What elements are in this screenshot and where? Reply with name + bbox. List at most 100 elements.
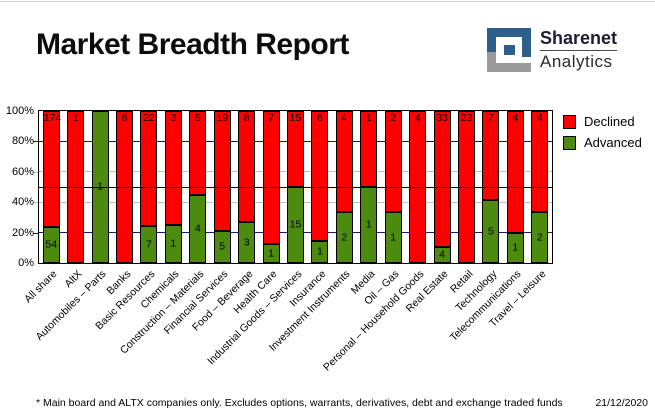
advanced-value-label: 1 xyxy=(365,218,372,231)
declined-value-label: 7 xyxy=(268,112,274,124)
declined-swatch xyxy=(563,114,576,129)
advanced-bar-segment: 7 xyxy=(140,226,158,263)
page-title: Market Breadth Report xyxy=(36,28,349,61)
advanced-value-label: 5 xyxy=(488,225,494,237)
declined-value-label: 8 xyxy=(243,112,250,124)
advanced-value-label: 15 xyxy=(289,218,302,231)
advanced-value-label: 1 xyxy=(317,245,323,258)
y-tick-label-80: 80% xyxy=(11,135,34,148)
logo-line-analytics: Analytics xyxy=(540,52,613,71)
window-top-border xyxy=(0,1,655,2)
advanced-bar-segment: 1 xyxy=(360,187,378,263)
declined-bar-segment: 22 xyxy=(140,111,158,226)
bar-group: 174 54 xyxy=(42,111,62,263)
legend: Declined Advanced xyxy=(563,114,642,156)
advanced-value-label: 1 xyxy=(170,237,177,250)
sharenet-logo-icon xyxy=(487,28,531,72)
advanced-bar-segment: 1 xyxy=(384,212,402,263)
footer-date: 21/12/2020 xyxy=(595,397,648,409)
declined-value-label: 7 xyxy=(488,112,494,124)
advanced-value-label: 2 xyxy=(341,231,348,243)
declined-bar-segment: 33 xyxy=(433,111,451,247)
declined-value-label: 5 xyxy=(194,112,201,124)
y-tick-60 xyxy=(33,171,38,173)
declined-bar-segment: 6 xyxy=(311,111,329,241)
advanced-bar-segment: 2 xyxy=(531,212,549,263)
y-tick-label-100: 100% xyxy=(5,105,34,117)
reference-line-50 xyxy=(39,186,552,188)
declined-value-label: 2 xyxy=(390,112,397,124)
advanced-value-label: 1 xyxy=(390,231,397,243)
declined-bar-segment: 7 xyxy=(482,111,500,200)
advanced-bar-segment: 4 xyxy=(189,195,207,263)
advanced-value-label: 7 xyxy=(146,238,152,250)
legend-label-declined: Declined xyxy=(584,114,635,129)
y-tick-40 xyxy=(33,202,38,204)
declined-bar-segment: 2 xyxy=(384,111,402,212)
sharenet-logo: Sharenet Analytics xyxy=(487,28,618,72)
advanced-bar-segment: 5 xyxy=(213,231,231,263)
advanced-bar-segment: 1 xyxy=(262,244,280,263)
declined-value-label: 22 xyxy=(143,112,155,124)
declined-value-label: 4 xyxy=(512,112,519,124)
declined-bar-segment: 4 xyxy=(335,111,353,212)
advanced-bar-segment: 2 xyxy=(335,212,353,263)
bar-group: 33 4 xyxy=(433,111,451,263)
advanced-bar-segment: 5 xyxy=(482,200,500,263)
declined-value-label: 33 xyxy=(436,112,448,124)
bar-group: 22 7 xyxy=(140,111,158,263)
declined-value-label: 4 xyxy=(414,112,421,124)
logo-divider xyxy=(540,50,618,51)
declined-bar-segment: 8 xyxy=(238,111,256,222)
advanced-value-label: 5 xyxy=(219,240,226,253)
advanced-value-label: 54 xyxy=(45,238,58,251)
y-tick-80 xyxy=(33,141,38,143)
advanced-bar-segment: 1 xyxy=(164,225,182,263)
declined-value-label: 6 xyxy=(317,112,323,124)
declined-value-label: 4 xyxy=(536,112,543,124)
advanced-value-label: 4 xyxy=(439,248,445,261)
declined-bar-segment: 5 xyxy=(189,111,207,195)
advanced-swatch xyxy=(563,135,576,150)
legend-item-declined: Declined xyxy=(563,114,642,129)
logo-line-sharenet: Sharenet xyxy=(540,28,618,48)
legend-item-advanced: Advanced xyxy=(563,135,642,150)
declined-bar-segment: 7 xyxy=(262,111,280,244)
footer-note: * Main board and ALTX companies only. Ex… xyxy=(36,397,563,409)
advanced-value-label: 1 xyxy=(268,247,274,259)
plot-area: 1745411622731541958371151561421121433423… xyxy=(38,110,553,264)
y-tick-label-0: 0% xyxy=(18,257,34,269)
advanced-value-label: 1 xyxy=(512,241,519,254)
declined-value-label: 3 xyxy=(170,112,177,124)
declined-value-label: 1 xyxy=(365,112,372,124)
advanced-bar-segment: 1 xyxy=(311,241,329,263)
advanced-value-label: 2 xyxy=(536,231,543,243)
declined-value-label: 174 xyxy=(43,112,62,124)
advanced-value-label: 4 xyxy=(194,222,201,235)
y-tick-label-20: 20% xyxy=(11,226,34,239)
declined-bar-segment: 4 xyxy=(531,111,549,212)
advanced-bar-segment: 3 xyxy=(238,222,256,263)
bar-group: 19 5 xyxy=(213,111,231,263)
advanced-value-label: 3 xyxy=(243,236,250,248)
advanced-bar-segment: 54 xyxy=(42,227,60,263)
logo-text: Sharenet Analytics xyxy=(540,28,618,72)
declined-value-label: 23 xyxy=(460,112,473,124)
declined-value-label: 4 xyxy=(341,112,348,124)
declined-value-label: 6 xyxy=(121,112,128,124)
y-tick-label-40: 40% xyxy=(11,196,34,209)
y-tick-20 xyxy=(33,232,38,234)
legend-label-advanced: Advanced xyxy=(584,135,642,150)
advanced-bar-segment: 1 xyxy=(506,233,524,263)
declined-bar-segment: 174 xyxy=(42,111,62,227)
declined-value-label: 15 xyxy=(289,112,302,124)
advanced-bar-segment: 15 xyxy=(287,187,304,263)
